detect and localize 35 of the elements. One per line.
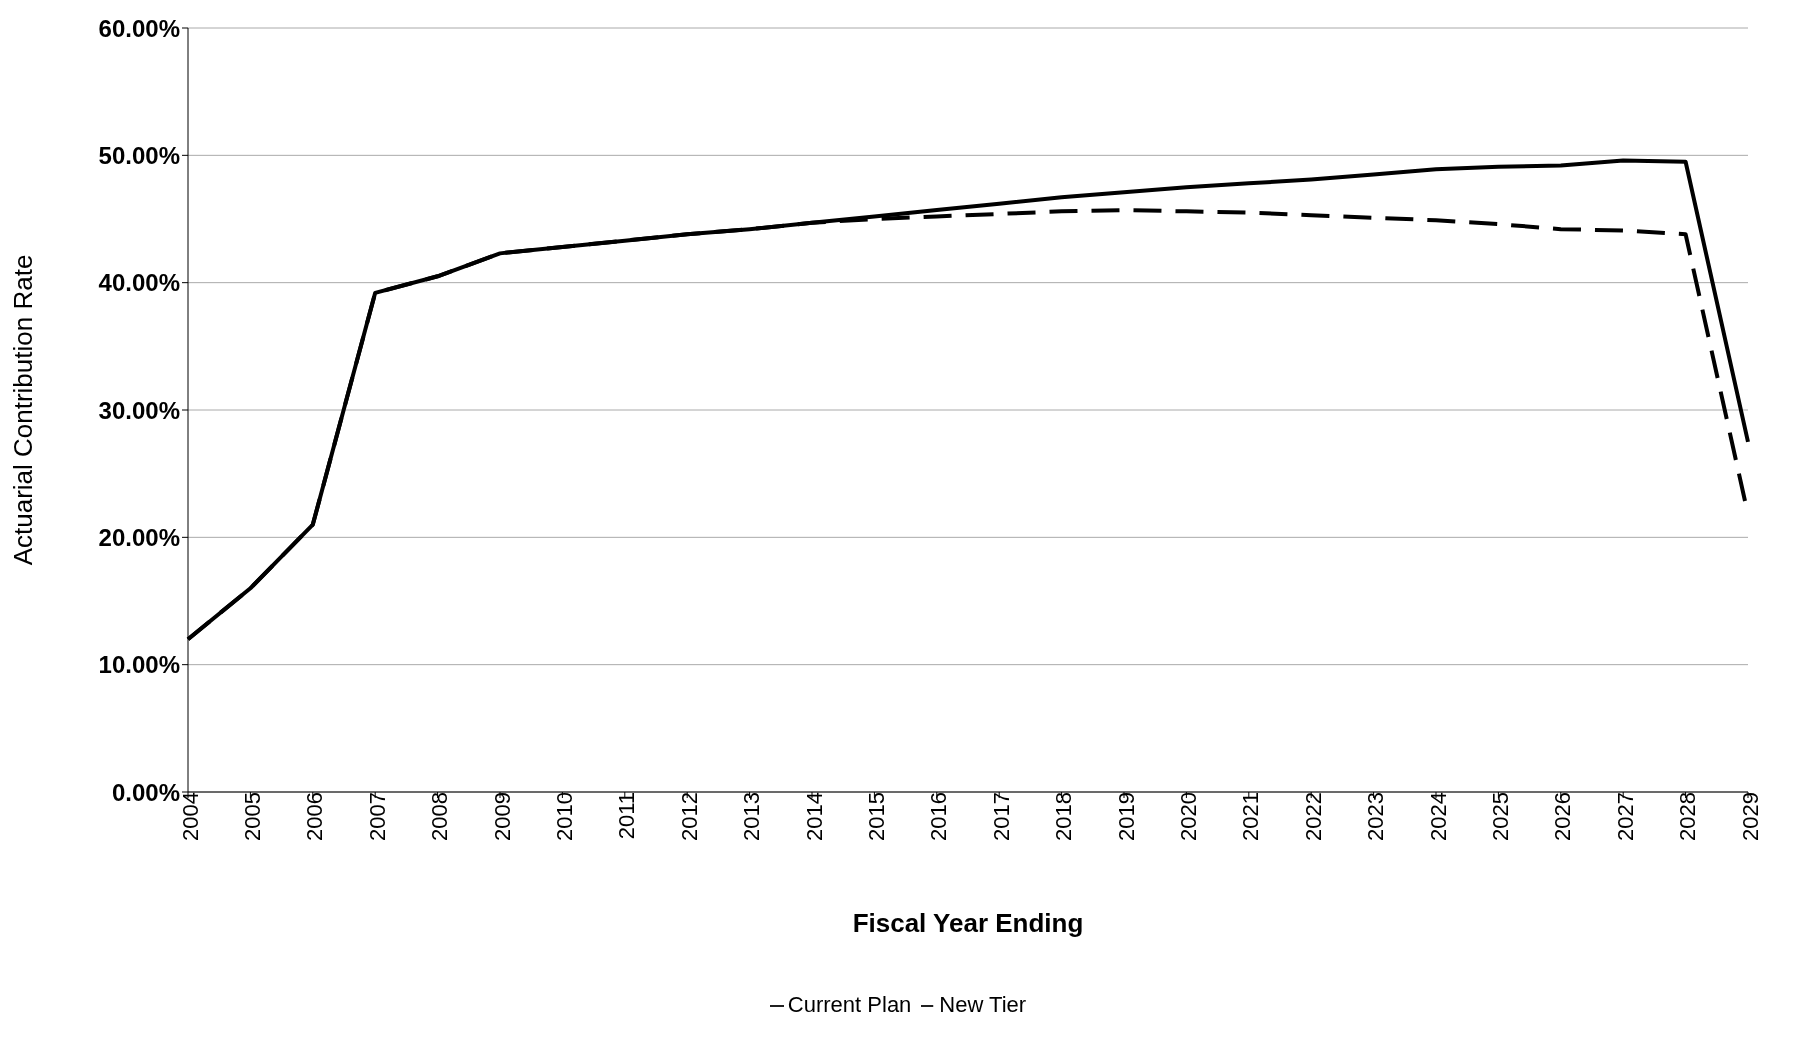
x-tick-label: 2019 bbox=[1113, 792, 1139, 841]
y-axis-title: Actuarial Contribution Rate bbox=[8, 254, 39, 566]
x-tick-label: 2008 bbox=[427, 792, 453, 841]
y-tick-label: 60.00% bbox=[98, 14, 180, 42]
legend-label: New Tier bbox=[939, 992, 1027, 1017]
y-tick-label: 10.00% bbox=[98, 651, 180, 679]
x-tick-label: 2017 bbox=[988, 792, 1014, 841]
y-tick-label: 20.00% bbox=[98, 523, 180, 551]
x-tick-label: 2010 bbox=[552, 792, 578, 841]
x-tick-label: 2028 bbox=[1675, 792, 1701, 841]
x-tick-label: 2025 bbox=[1488, 792, 1514, 841]
y-tick-label: 40.00% bbox=[98, 269, 180, 297]
legend-label: Current Plan bbox=[787, 992, 912, 1017]
x-tick-label: 2026 bbox=[1550, 792, 1576, 841]
x-tick-label: 2012 bbox=[676, 792, 702, 841]
x-tick-label: 2029 bbox=[1737, 792, 1763, 841]
x-tick-label: 2020 bbox=[1176, 792, 1202, 841]
x-tick-label: 2014 bbox=[801, 792, 827, 841]
x-tick-label: 2011 bbox=[614, 792, 640, 840]
x-tick-label: 2005 bbox=[240, 792, 266, 841]
x-tick-label: 2013 bbox=[739, 792, 765, 841]
x-tick-label: 2024 bbox=[1425, 792, 1451, 841]
x-tick-label: 2022 bbox=[1300, 792, 1326, 841]
y-tick-label: 50.00% bbox=[98, 141, 180, 169]
x-tick-label: 2018 bbox=[1051, 792, 1077, 841]
x-tick-label: 2016 bbox=[926, 792, 952, 841]
x-axis-title: Fiscal Year Ending bbox=[852, 908, 1084, 938]
x-tick-label: 2007 bbox=[364, 792, 390, 841]
x-tick-label: 2009 bbox=[489, 792, 515, 841]
x-tick-label: 2006 bbox=[302, 792, 328, 841]
y-tick-label: 30.00% bbox=[98, 396, 180, 424]
x-tick-label: 2021 bbox=[1238, 792, 1264, 841]
x-tick-label: 2027 bbox=[1612, 792, 1638, 841]
x-tick-label: 2015 bbox=[864, 792, 890, 841]
x-tick-label: 2023 bbox=[1363, 792, 1389, 841]
